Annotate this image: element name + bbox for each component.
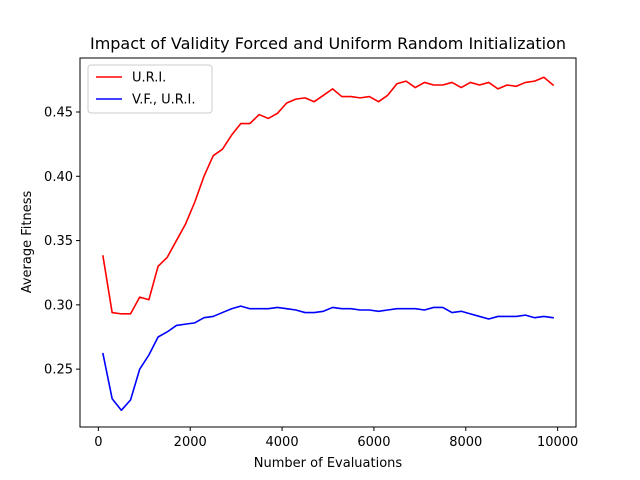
- series-line-uri: [102, 76, 555, 315]
- chart-title: Impact of Validity Forced and Uniform Ra…: [90, 34, 566, 53]
- y-tick-label: 0.40: [44, 170, 73, 185]
- legend-label: V.F., U.R.I.: [132, 93, 195, 108]
- x-axis-label: Number of Evaluations: [254, 456, 403, 471]
- x-tick-label: 0: [94, 435, 102, 450]
- series-lines: [102, 76, 555, 412]
- legend-label: U.R.I.: [132, 71, 166, 86]
- y-tick-label: 0.25: [44, 363, 73, 378]
- x-tick-label: 6000: [357, 435, 390, 450]
- x-tick-label: 4000: [266, 435, 299, 450]
- y-axis-label: Average Fitness: [20, 191, 35, 294]
- axes-frame: [79, 57, 577, 428]
- x-tick-label: 2000: [174, 435, 207, 450]
- x-tick-label: 10000: [537, 435, 578, 450]
- legend: U.R.I. V.F., U.R.I.: [87, 64, 213, 114]
- y-tick-label: 0.45: [44, 106, 73, 121]
- y-tick-label: 0.35: [44, 234, 73, 249]
- x-tick-label: 8000: [449, 435, 482, 450]
- x-axis-ticks: 0 2000 4000 6000 8000 10000: [94, 427, 578, 450]
- y-tick-label: 0.30: [44, 298, 73, 313]
- series-line-vf-uri: [102, 305, 554, 412]
- y-axis-ticks: 0.25 0.30 0.35 0.40 0.45: [44, 106, 80, 378]
